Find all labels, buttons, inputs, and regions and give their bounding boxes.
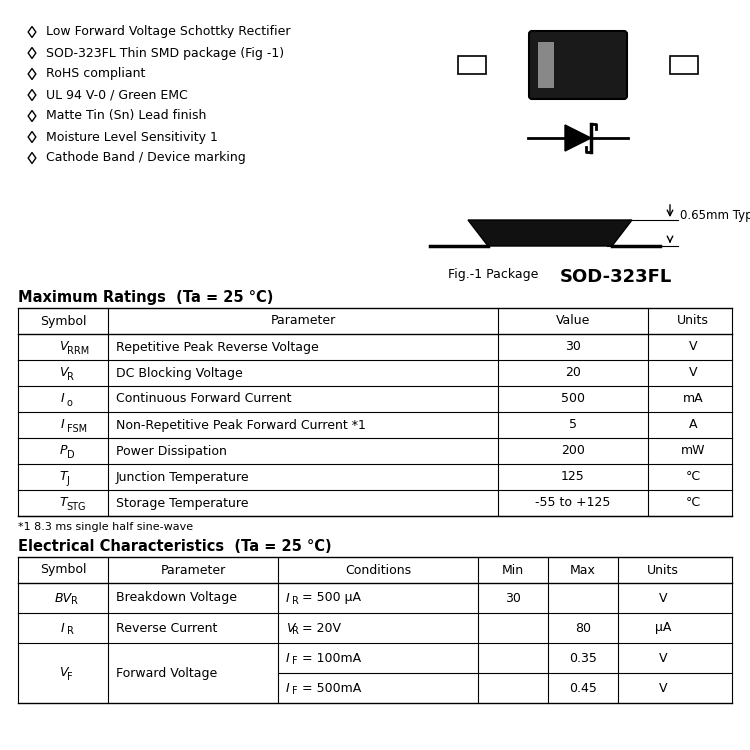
Text: Fig.-1 Package: Fig.-1 Package [448,268,538,281]
Text: = 500 μA: = 500 μA [298,592,361,604]
Bar [670,56,698,74]
Text: T: T [59,496,67,509]
Text: 0.65mm Typ: 0.65mm Typ [680,209,750,221]
Text: Value: Value [556,314,590,328]
Text: Units: Units [677,314,709,328]
Text: DC Blocking Voltage: DC Blocking Voltage [116,367,243,380]
Bar [458,56,486,74]
Text: Non-Repetitive Peak Forward Current *1: Non-Repetitive Peak Forward Current *1 [116,419,366,431]
Text: R: R [70,596,77,607]
Text: Junction Temperature: Junction Temperature [116,470,250,484]
Text: R: R [67,626,74,637]
Text: F: F [67,671,73,682]
Text: V: V [58,667,68,680]
Text: Forward Voltage: Forward Voltage [116,667,218,680]
Text: I: I [286,682,290,694]
Polygon shape [468,220,632,246]
Text: 125: 125 [561,470,585,484]
Text: RoHS compliant: RoHS compliant [46,68,146,80]
Polygon shape [565,125,591,151]
Text: I: I [286,652,290,664]
Text: P: P [59,445,67,458]
Text: Conditions: Conditions [345,563,411,577]
Text: R: R [292,626,299,637]
Text: D: D [67,449,74,460]
Text: J: J [67,476,69,485]
Text: Matte Tin (Sn) Lead finish: Matte Tin (Sn) Lead finish [46,110,206,122]
Text: 30: 30 [565,340,581,353]
Text: °C: °C [686,496,700,509]
Text: = 20V: = 20V [298,622,340,634]
Text: Breakdown Voltage: Breakdown Voltage [116,592,237,604]
Text: V: V [658,652,668,664]
Text: -55 to +125: -55 to +125 [536,496,610,509]
Text: I: I [62,419,64,431]
Text: Min: Min [502,563,524,577]
Text: mW: mW [681,445,705,458]
Text: A: A [688,419,698,431]
Text: STG: STG [67,502,86,512]
Text: Reverse Current: Reverse Current [116,622,218,634]
Text: V: V [58,367,68,380]
Text: o: o [67,398,72,407]
Text: Maximum Ratings  (Ta = 25 °C): Maximum Ratings (Ta = 25 °C) [18,290,273,305]
Text: Cathode Band / Device marking: Cathode Band / Device marking [46,152,246,164]
Text: R: R [292,596,299,607]
Text: Max: Max [570,563,596,577]
Bar [538,42,554,88]
Text: Storage Temperature: Storage Temperature [116,496,248,509]
Text: T: T [59,470,67,484]
Text: V: V [658,682,668,694]
Text: SOD-323FL Thin SMD package (Fig -1): SOD-323FL Thin SMD package (Fig -1) [46,46,284,59]
Text: I: I [286,592,290,604]
Text: UL 94 V-0 / Green EMC: UL 94 V-0 / Green EMC [46,88,188,101]
Text: Symbol: Symbol [40,314,86,328]
Text: V: V [688,340,698,353]
Text: Power Dissipation: Power Dissipation [116,445,226,458]
Text: 0.45: 0.45 [569,682,597,694]
Text: Continuous Forward Current: Continuous Forward Current [116,392,292,406]
FancyBboxPatch shape [529,31,627,99]
Text: V: V [58,340,68,353]
Text: Parameter: Parameter [270,314,336,328]
Text: μA: μA [655,622,671,634]
Text: RRM: RRM [67,346,88,355]
Text: R: R [67,371,74,382]
Text: 5: 5 [569,419,577,431]
Text: BV: BV [55,592,71,604]
Text: = 500mA: = 500mA [298,682,361,694]
Text: Electrical Characteristics  (Ta = 25 °C): Electrical Characteristics (Ta = 25 °C) [18,539,332,554]
Text: 20: 20 [565,367,581,380]
Text: Units: Units [647,563,679,577]
Text: 30: 30 [505,592,521,604]
Text: Repetitive Peak Reverse Voltage: Repetitive Peak Reverse Voltage [116,340,319,353]
Text: 500: 500 [561,392,585,406]
Text: V: V [658,592,668,604]
Text: SOD-323FL: SOD-323FL [560,268,672,286]
Text: = 100mA: = 100mA [298,652,361,664]
Text: F: F [292,686,298,697]
Text: 80: 80 [575,622,591,634]
Text: Symbol: Symbol [40,563,86,577]
Text: mA: mA [682,392,703,406]
Text: V: V [286,622,295,634]
Text: Low Forward Voltage Schottky Rectifier: Low Forward Voltage Schottky Rectifier [46,26,290,38]
Text: Parameter: Parameter [160,563,226,577]
Text: V: V [688,367,698,380]
Text: F: F [292,656,298,667]
Text: I: I [62,392,64,406]
Text: I: I [62,622,64,634]
Text: *1 8.3 ms single half sine-wave: *1 8.3 ms single half sine-wave [18,522,194,532]
Text: FSM: FSM [67,424,86,433]
Text: 200: 200 [561,445,585,458]
Text: Moisture Level Sensitivity 1: Moisture Level Sensitivity 1 [46,130,218,143]
Text: °C: °C [686,470,700,484]
Text: 0.35: 0.35 [569,652,597,664]
